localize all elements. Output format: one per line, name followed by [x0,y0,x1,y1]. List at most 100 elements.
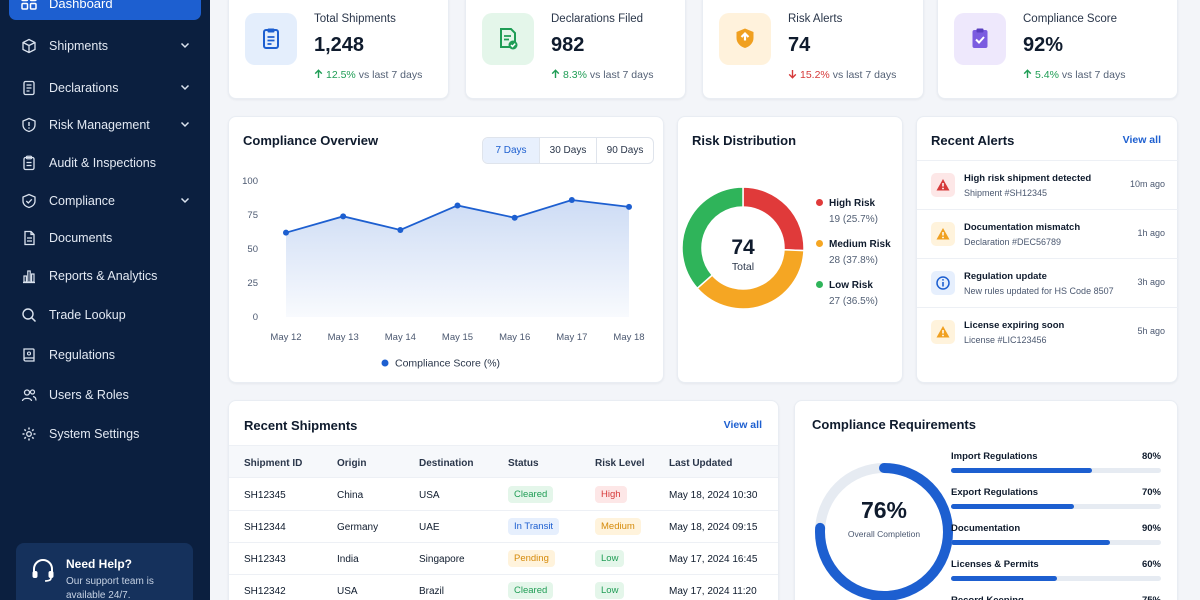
donut-total-label: Total [732,261,754,273]
shipments-view-all-link[interactable]: View all [723,419,762,431]
alert-item[interactable]: Regulation update New rules updated for H… [917,258,1179,307]
alert-title: Documentation mismatch [964,222,1081,233]
alert-subtitle: Shipment #SH12345 [964,188,1048,198]
range-option-7-days[interactable]: 7 Days [483,138,540,163]
chevron-down-icon[interactable] [179,118,191,130]
sidebar-item-trade-lookup[interactable]: Trade Lookup [9,300,201,330]
grid-icon [21,0,37,13]
data-point[interactable] [340,213,347,220]
data-point[interactable] [626,203,632,210]
stat-card-risk-alerts[interactable]: Risk Alerts 74 15.2% vs last 7 days [702,0,924,99]
requirement-item: Record Keeping75% [951,595,1161,600]
status-badge: Cleared [508,486,554,503]
range-option-90-days[interactable]: 90 Days [606,145,644,156]
alert-time: 5h ago [1137,326,1165,336]
stat-value: 74 [788,34,811,56]
legend-item: Medium Risk 28 (37.8%) [816,239,891,266]
sidebar-item-risk-management[interactable]: Risk Management [9,110,201,140]
chevron-down-icon[interactable] [179,194,191,206]
data-point[interactable] [283,229,289,236]
table-row[interactable]: SH12342 USA Brazil Cleared Low May 17, 2024 1… [229,575,778,600]
range-option-30-days[interactable]: 30 Days [540,138,597,163]
requirement-name: Documentation [951,523,1021,534]
stat-delta: 5.4% vs last 7 days [1023,69,1125,82]
sidebar-item-audit-inspections[interactable]: Audit & Inspections [9,148,201,178]
x-tick-label: May 17 [556,332,587,343]
stat-card-total-shipments[interactable]: Total Shipments 1,248 12.5% vs last 7 days [228,0,449,99]
stat-card-declarations-filed[interactable]: Declarations Filed 982 8.3% vs last 7 days [465,0,686,99]
sidebar-item-system-settings[interactable]: System Settings [9,419,201,449]
donut-slice-low-risk[interactable] [681,186,744,290]
last-updated: May 18, 2024 10:30 [669,490,758,501]
alert-title: High risk shipment detected [964,173,1092,184]
alert-item[interactable]: License expiring soon License #LIC123456 5… [917,307,1179,356]
column-header[interactable]: Risk Level [595,458,645,469]
sidebar-item-label: Declarations [49,81,119,95]
clipboard-check-icon [954,13,1006,65]
alerts-view-all-link[interactable]: View all [1122,134,1161,146]
chevron-down-icon[interactable] [179,81,191,93]
y-tick-label: 25 [247,278,258,289]
stat-delta: 8.3% vs last 7 days [551,69,653,82]
legend-swatch [816,281,823,288]
clipboard-list-icon [245,13,297,65]
alert-item[interactable]: Documentation mismatch Declaration #DEC56… [917,209,1179,258]
status-badge: Cleared [508,582,554,599]
sidebar-item-dashboard[interactable]: Dashboard [9,0,201,20]
table-row[interactable]: SH12345 China USA Cleared High May 18, 2024 1… [229,479,778,511]
sidebar-item-regulations[interactable]: Regulations [9,340,201,370]
progress-fill [951,504,1075,509]
compliance-line-chart: 0 25 50 75 100 May 12 May 13 May 14 May 15 May 16… [242,176,644,370]
sidebar-item-users-roles[interactable]: Users & Roles [9,380,201,410]
shipment-id[interactable]: SH12344 [244,522,286,533]
sidebar-item-reports-analytics[interactable]: Reports & Analytics [9,261,201,291]
stat-delta-suffix: vs last 7 days [589,69,654,81]
arrow-up-icon [551,69,560,82]
help-title: Need Help? [66,557,133,571]
card-title: Risk Distribution [692,133,797,148]
shipment-id[interactable]: SH12343 [244,554,286,565]
column-header[interactable]: Destination [419,458,474,469]
requirement-item: Documentation 90% [951,523,1161,545]
alert-time: 3h ago [1137,277,1165,287]
stat-delta: 15.2% vs last 7 days [788,69,896,82]
arrow-up-icon [1023,69,1032,82]
sidebar-item-shipments[interactable]: Shipments [9,31,201,61]
sidebar-item-label: Compliance [49,194,116,208]
clipboard-icon [21,155,37,171]
recent-shipments-card: Recent Shipments View all Shipment ID Ori… [228,400,779,600]
column-header[interactable]: Origin [337,458,367,469]
box-icon [21,38,37,54]
shipment-id[interactable]: SH12345 [244,490,286,501]
overall-completion-value: 76% [860,497,908,523]
sidebar-item-documents[interactable]: Documents [9,223,201,253]
x-tick-label: May 16 [499,332,530,343]
alert-item[interactable]: High risk shipment detected Shipment #SH1… [917,160,1179,209]
sidebar-item-declarations[interactable]: Declarations [9,73,201,103]
table-row[interactable]: SH12344 Germany UAE In Transit Medium May 18,… [229,511,778,543]
risk-distribution-card: Risk Distribution 74 Total High Risk 19 (2… [677,116,903,383]
table-row[interactable]: SH12343 India Singapore Pending Low May 17, 2… [229,543,778,575]
stat-delta-suffix: vs last 7 days [832,69,897,81]
column-header[interactable]: Status [508,458,539,469]
stat-card-compliance-score[interactable]: Compliance Score 92% 5.4% vs last 7 days [937,0,1178,99]
users-icon [21,387,37,403]
data-point[interactable] [511,214,518,221]
sidebar-item-compliance[interactable]: Compliance [9,186,201,216]
help-card[interactable]: Need Help? Our support team is available… [16,543,193,600]
progress-track [951,540,1161,545]
x-tick-label: May 13 [328,332,359,343]
arrow-down-icon [788,69,797,82]
data-point[interactable] [454,202,461,209]
shipment-id[interactable]: SH12342 [244,586,286,597]
data-point[interactable] [568,197,575,204]
data-point[interactable] [397,226,404,233]
risk-badge: Medium [595,518,641,535]
warning-triangle-icon [931,222,955,246]
column-header[interactable]: Shipment ID [244,458,303,469]
y-tick-label: 75 [247,210,258,221]
column-header[interactable]: Last Updated [669,458,733,469]
stat-delta-suffix: vs last 7 days [358,69,423,81]
legend-swatch [816,199,823,206]
chevron-down-icon[interactable] [179,39,191,51]
